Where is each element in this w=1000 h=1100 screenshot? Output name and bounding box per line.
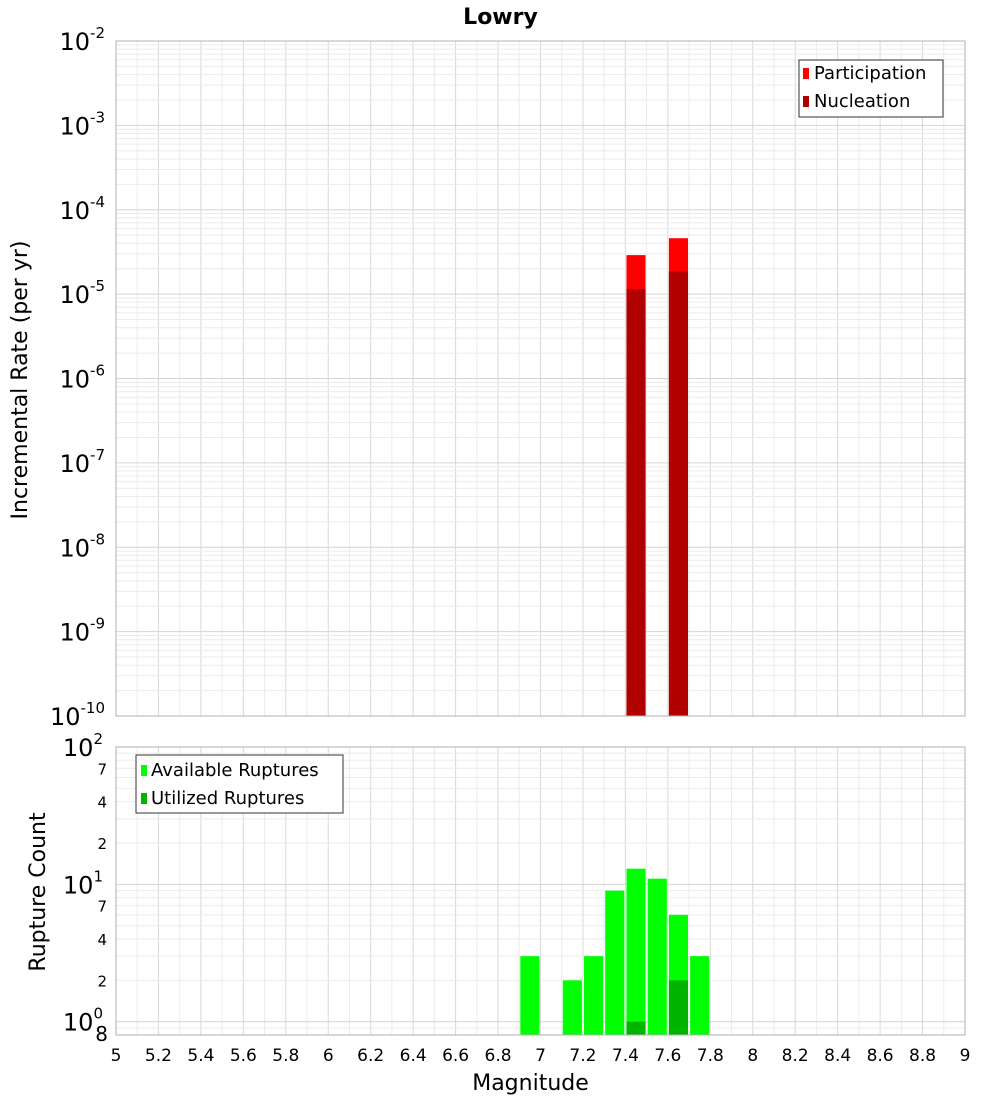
y-tick-exponent: 1 (93, 867, 103, 885)
y-tick-exponent: -2 (90, 24, 105, 42)
available-ruptures-bar (584, 956, 604, 1035)
available-ruptures-bar (605, 890, 625, 1035)
bottom-y-tick-label: 100 (63, 1005, 103, 1037)
x-tick-label: 8.4 (824, 1046, 851, 1066)
x-tick-label: 7.6 (654, 1046, 681, 1066)
y-tick-base: 10 (59, 619, 90, 647)
grid-lines (115, 41, 966, 1036)
y-tick-base: 10 (59, 197, 90, 225)
top-y-tick-label: 10-3 (59, 108, 105, 140)
y-tick-base: 10 (59, 534, 90, 562)
legend-label-available-ruptures: Available Ruptures (151, 760, 319, 781)
top-y-axis-label: Incremental Rate (per yr) (8, 241, 33, 520)
top-y-tick-label: 10-6 (59, 362, 105, 394)
x-tick-label: 7 (535, 1046, 546, 1066)
y-tick-exponent: -10 (81, 699, 106, 717)
y-tick-exponent: -5 (90, 277, 105, 295)
legend-swatch-nucleation (803, 96, 809, 107)
y-tick-base: 10 (63, 871, 94, 899)
top-legend-box (798, 59, 944, 118)
x-tick-label: 8.6 (867, 1046, 894, 1066)
text-layer: Lowry Incremental Rate (per yr) Rupture Co… (8, 5, 970, 1096)
bottom-y-tick-label: 102 (63, 730, 103, 762)
x-tick-label: 7.4 (612, 1046, 639, 1066)
top-y-tick-label: 10-7 (59, 446, 105, 478)
available-ruptures-bar (647, 878, 667, 1035)
y-tick-base: 10 (59, 112, 90, 140)
y-tick-exponent: -7 (90, 446, 105, 464)
utilized-ruptures-bar (626, 1021, 646, 1035)
top-plot-frame (115, 40, 966, 717)
plot-frames (115, 40, 966, 1036)
bottom-y-axis-label: Rupture Count (26, 812, 51, 972)
bottom-y-minor-label: 7 (97, 760, 107, 778)
y-tick-exponent: -4 (90, 193, 105, 211)
y-tick-exponent: -8 (90, 530, 105, 548)
x-tick-label: 5.8 (272, 1046, 299, 1066)
bottom-y-minor-label: 7 (97, 898, 107, 916)
top-y-tick-label: 10-5 (59, 277, 105, 309)
top-y-tick-label: 10-4 (59, 193, 105, 225)
bottom-legend-box (135, 754, 344, 814)
top-y-tick-label: 10-2 (59, 24, 105, 56)
available-ruptures-bar (626, 868, 646, 1035)
utilized-ruptures-bar (668, 980, 689, 1035)
y-tick-exponent: 0 (93, 1005, 103, 1023)
y-tick-base: 10 (59, 281, 90, 309)
x-tick-label: 8 (747, 1046, 758, 1066)
x-tick-label: 6.6 (442, 1046, 469, 1066)
x-tick-label: 5 (111, 1046, 122, 1066)
legend-label-participation: Participation (814, 63, 926, 84)
nucleation-bar (668, 271, 689, 716)
y-tick-base: 10 (59, 450, 90, 478)
bottom-y-minor-label: 8 (95, 1022, 108, 1046)
y-tick-exponent: -6 (90, 362, 105, 380)
x-tick-label: 7.8 (697, 1046, 724, 1066)
y-tick-base: 10 (63, 1009, 94, 1037)
y-tick-base: 10 (59, 28, 90, 56)
legend-swatch-available-ruptures (141, 765, 147, 776)
x-tick-label: 6.4 (400, 1046, 427, 1066)
x-tick-label: 7.2 (569, 1046, 596, 1066)
available-ruptures-bar (562, 980, 582, 1035)
x-tick-label: 5.6 (230, 1046, 257, 1066)
available-ruptures-bar (690, 956, 710, 1035)
x-tick-label: 5.4 (187, 1046, 214, 1066)
y-tick-exponent: -3 (90, 108, 105, 126)
x-tick-label: 9 (960, 1046, 971, 1066)
bottom-y-minor-label: 4 (97, 794, 107, 812)
available-ruptures-bar (520, 956, 540, 1035)
x-tick-label: 6.2 (357, 1046, 384, 1066)
legend-swatch-participation (803, 68, 809, 79)
y-tick-exponent: 2 (93, 730, 103, 748)
top-y-tick-label: 10-8 (59, 530, 105, 562)
y-tick-base: 10 (63, 734, 94, 762)
bottom-y-minor-label: 2 (97, 972, 107, 990)
top-y-tick-label: 10-9 (59, 615, 105, 647)
x-tick-label: 8.2 (782, 1046, 809, 1066)
legend-layer: Participation Nucleation Available Rupture… (135, 59, 944, 814)
x-tick-label: 5.2 (145, 1046, 172, 1066)
bars-layer (520, 238, 710, 1035)
legend-label-nucleation: Nucleation (814, 91, 910, 112)
legend-label-utilized-ruptures: Utilized Ruptures (151, 788, 304, 809)
x-axis-label: Magnitude (472, 1071, 589, 1096)
bottom-y-minor-label: 4 (97, 931, 107, 949)
y-tick-base: 10 (50, 703, 81, 731)
legend-swatch-utilized-ruptures (141, 793, 147, 804)
top-y-tick-label: 10-10 (50, 699, 105, 731)
chart-title: Lowry (463, 5, 538, 30)
nucleation-bar (626, 289, 646, 716)
y-tick-exponent: -9 (90, 615, 105, 633)
x-tick-label: 8.8 (909, 1046, 936, 1066)
y-tick-base: 10 (59, 366, 90, 394)
bottom-y-minor-label: 2 (97, 835, 107, 853)
x-tick-label: 6.8 (485, 1046, 512, 1066)
x-tick-label: 6 (323, 1046, 334, 1066)
bottom-y-tick-label: 101 (63, 867, 103, 899)
bottom-plot-frame (115, 746, 966, 1036)
